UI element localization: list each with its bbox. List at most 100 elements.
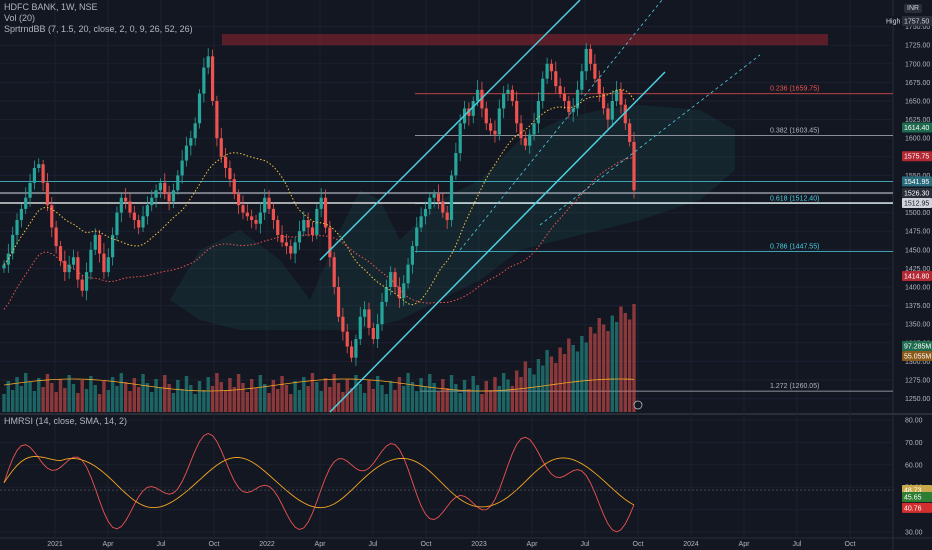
candle — [410, 246, 415, 265]
volume-bar — [136, 387, 141, 412]
candle — [106, 257, 110, 273]
y-tick-label: 1250.00 — [905, 396, 930, 403]
volume-bar — [132, 378, 137, 412]
legend-volume: Vol (20) — [4, 13, 36, 23]
x-tick-label: Oct — [421, 541, 432, 548]
chart-legend: HDFC BANK, 1W, NSE Vol (20) SprtrndBB (7… — [4, 2, 193, 35]
channel-ext-line — [539, 54, 761, 226]
candle — [223, 156, 228, 168]
candle — [562, 93, 567, 102]
candle — [623, 104, 627, 124]
candle — [63, 260, 67, 273]
candle — [115, 212, 119, 235]
y-tick-label: 1750.00 — [905, 24, 930, 31]
volume-bar — [293, 381, 297, 412]
candle — [302, 220, 306, 232]
candle — [167, 194, 171, 202]
candle — [371, 327, 375, 340]
volume-bar — [141, 374, 145, 412]
volume-bar — [258, 375, 263, 412]
candle — [549, 63, 554, 72]
candle — [80, 279, 84, 291]
volume-bar — [19, 386, 24, 412]
rsi-tick-label: 70.00 — [905, 440, 923, 447]
candle — [237, 194, 241, 206]
candle — [193, 123, 197, 139]
y-tick-label: 1600.00 — [905, 136, 930, 143]
volume-badge: 55.055M — [904, 354, 931, 361]
volume-bar — [358, 384, 362, 412]
rsi-badge-bg — [902, 502, 932, 513]
candle — [28, 182, 32, 198]
volume-bar — [319, 391, 323, 412]
volume-bar — [606, 331, 610, 412]
volume-bar — [310, 373, 315, 412]
candle — [541, 78, 545, 102]
volume-bar — [402, 386, 406, 412]
x-tick-label: Oct — [209, 541, 220, 548]
volume-badge-bg — [902, 351, 932, 361]
volume-bar — [80, 380, 84, 412]
price-badge: 1575.75 — [904, 154, 929, 161]
volume-bar — [458, 393, 462, 412]
candle — [19, 208, 23, 221]
volume-bar — [597, 318, 601, 412]
candle — [358, 316, 362, 340]
x-tick-label: Oct — [633, 541, 644, 548]
candle — [141, 216, 145, 228]
volume-bar — [71, 384, 76, 412]
y-tick-label: 1500.00 — [905, 210, 930, 217]
candle — [84, 272, 89, 291]
y-tick-label: 1400.00 — [905, 285, 930, 292]
currency-badge[interactable]: INR — [904, 4, 923, 13]
ma-long-line — [3, 157, 635, 310]
candle — [376, 324, 380, 340]
candle — [323, 197, 328, 228]
fib-level-label: 0.786 (1447.55) — [770, 244, 819, 251]
y-tick-label: 1275.00 — [905, 378, 930, 385]
candle — [536, 101, 541, 124]
volume-bar — [110, 377, 115, 412]
candle — [419, 216, 423, 228]
price-badge-bg — [902, 197, 932, 208]
volume-bar — [306, 386, 310, 412]
candle — [263, 197, 267, 213]
candle — [158, 182, 163, 191]
candle — [37, 164, 41, 168]
candle — [210, 56, 215, 102]
candle — [119, 197, 123, 213]
candle — [332, 257, 336, 288]
volume-bar — [588, 327, 593, 412]
x-tick-label: Jul — [581, 541, 590, 548]
price-badge: 1512.95 — [904, 200, 929, 207]
candle — [219, 138, 223, 157]
volume-bar — [241, 383, 245, 412]
candle — [571, 108, 575, 113]
candle — [163, 182, 167, 195]
volume-bar — [332, 374, 336, 412]
volume-bar — [367, 380, 371, 412]
x-tick-label: 2023 — [471, 541, 487, 548]
rsi-badge: 45.65 — [904, 494, 922, 501]
volume-bar — [276, 389, 280, 412]
volume-bar — [393, 390, 397, 412]
scroll-to-latest-icon — [633, 400, 643, 410]
volume-bar — [580, 336, 584, 412]
y-tick-label: 1425.00 — [905, 266, 930, 273]
candle — [128, 201, 132, 213]
price-badge-bg — [902, 188, 932, 199]
candle — [124, 197, 128, 202]
volume-bar — [184, 376, 189, 412]
volume-bar — [397, 377, 402, 412]
candle — [515, 101, 519, 124]
volume-bar — [154, 379, 158, 412]
candle — [341, 316, 345, 332]
candle — [336, 287, 341, 317]
candle — [554, 71, 558, 87]
volume-bar — [180, 389, 184, 412]
candle — [176, 175, 180, 191]
candle — [76, 257, 80, 280]
volume-bar — [545, 350, 549, 412]
volume-bar — [271, 380, 276, 412]
